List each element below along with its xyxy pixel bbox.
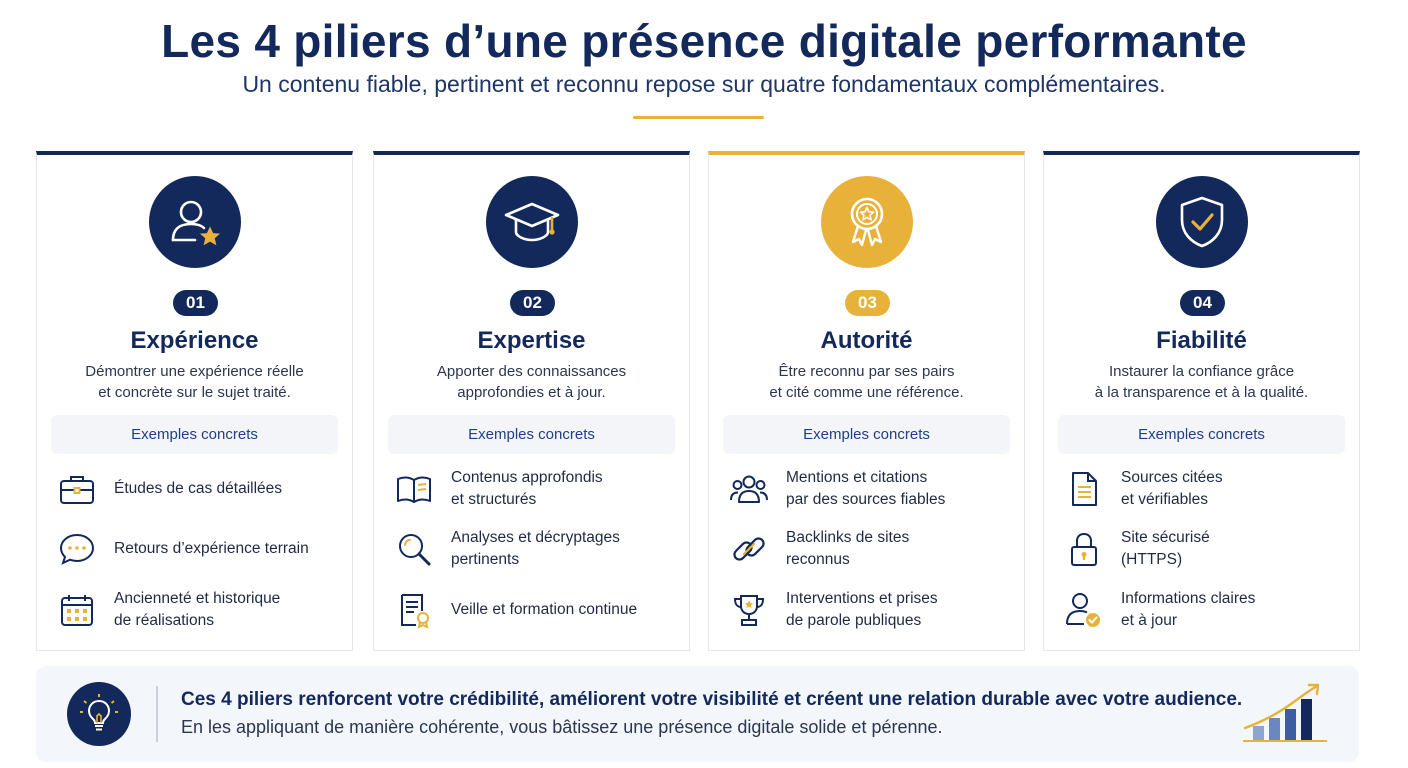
user-check-icon — [1064, 590, 1104, 630]
certificate-icon — [394, 590, 434, 630]
pillar-title: Expertise — [477, 327, 586, 354]
pillar-card-experience: 01 Expérience Démontrer une expérience r… — [36, 151, 353, 651]
examples-label: Exemples concrets — [723, 415, 1010, 454]
pillar-description: Être reconnu par ses pairs et cité comme… — [769, 363, 964, 401]
pillar-icon-badge — [1156, 176, 1248, 268]
example-text: Études de cas détaillées — [114, 480, 283, 497]
pillar-description: Instaurer la confiance grâce à la transp… — [1094, 363, 1309, 401]
example-item: Contenus approfondis et structurés — [394, 465, 679, 513]
examples-label: Exemples concrets — [1058, 415, 1345, 454]
pillar-icon-badge — [821, 176, 913, 268]
calendar-icon — [57, 590, 97, 630]
graduation-cap-icon — [504, 202, 560, 242]
example-item: Mentions et citations par des sources fi… — [729, 465, 1014, 513]
example-item: Backlinks de sites reconnus — [729, 525, 1014, 573]
banner-text: En les appliquant de manière cohérente, … — [181, 717, 943, 737]
shield-check-icon — [1180, 196, 1224, 248]
example-text: Ancienneté et historique de réalisations — [114, 590, 281, 629]
people-group-icon — [729, 469, 769, 509]
pillar-number: 03 — [845, 290, 890, 316]
open-book-icon — [394, 469, 434, 509]
pillar-number: 01 — [173, 290, 218, 316]
chat-bubble-icon — [57, 529, 97, 569]
lightbulb-icon — [67, 682, 131, 746]
example-item: Sources citées et vérifiables — [1064, 465, 1349, 513]
example-text: Informations claires et à jour — [1121, 590, 1256, 629]
example-item: Analyses et décryptages pertinents — [394, 525, 679, 573]
pillar-card-autorite: 03 Autorité Être reconnu par ses pairs e… — [708, 151, 1025, 651]
pillar-description: Démontrer une expérience réelle et concr… — [85, 363, 304, 401]
user-star-icon — [171, 200, 223, 248]
award-ribbon-icon — [850, 197, 884, 247]
link-icon — [729, 529, 769, 569]
example-item: Interventions et prises de parole publiq… — [729, 586, 1014, 634]
pillar-number: 04 — [1180, 290, 1225, 316]
page-title: Les 4 piliers d’une présence digitale pe… — [161, 15, 1247, 67]
summary-banner: Ces 4 piliers renforcent votre crédibili… — [36, 666, 1359, 762]
example-text: Sources citées et vérifiables — [1121, 469, 1223, 508]
example-text: Veille et formation continue — [451, 601, 638, 618]
example-text: Retours d’expérience terrain — [114, 540, 309, 557]
banner-divider — [156, 686, 158, 742]
example-text: Interventions et prises de parole publiq… — [786, 590, 938, 629]
example-text: Mentions et citations par des sources fi… — [786, 469, 946, 508]
example-text: Analyses et décryptages pertinents — [451, 529, 620, 568]
padlock-icon — [1064, 529, 1104, 569]
page-subtitle: Un contenu fiable, pertinent et reconnu … — [242, 71, 1166, 97]
example-text: Site sécurisé (HTTPS) — [1121, 529, 1210, 568]
growth-chart-icon — [1241, 682, 1331, 751]
example-text: Backlinks de sites reconnus — [786, 529, 910, 568]
pillar-icon-badge — [149, 176, 241, 268]
example-item: Site sécurisé (HTTPS) — [1064, 525, 1349, 573]
examples-label: Exemples concrets — [388, 415, 675, 454]
example-item: Ancienneté et historique de réalisations — [57, 586, 342, 634]
pillar-icon-badge — [486, 176, 578, 268]
example-item: Veille et formation continue — [394, 586, 679, 634]
pillar-description: Apporter des connaissances approfondies … — [436, 363, 627, 401]
banner-headline: Ces 4 piliers renforcent votre crédibili… — [181, 689, 1243, 710]
pillar-title: Expérience — [130, 327, 259, 354]
trophy-icon — [729, 590, 769, 630]
pillar-number: 02 — [510, 290, 555, 316]
pillar-card-fiabilite: 04 Fiabilité Instaurer la confiance grâc… — [1043, 151, 1360, 651]
document-icon — [1064, 469, 1104, 509]
pillar-card-expertise: 02 Expertise Apporter des connaissances … — [373, 151, 690, 651]
examples-label: Exemples concrets — [51, 415, 338, 454]
pillar-title: Autorité — [820, 327, 913, 354]
example-item: Informations claires et à jour — [1064, 586, 1349, 634]
example-text: Contenus approfondis et structurés — [451, 469, 603, 508]
example-item: Retours d’expérience terrain — [57, 525, 342, 573]
pillar-title: Fiabilité — [1156, 327, 1247, 354]
briefcase-icon — [57, 469, 97, 509]
magnifier-icon — [394, 529, 434, 569]
example-item: Études de cas détaillées — [57, 465, 342, 513]
title-underline — [633, 116, 764, 119]
